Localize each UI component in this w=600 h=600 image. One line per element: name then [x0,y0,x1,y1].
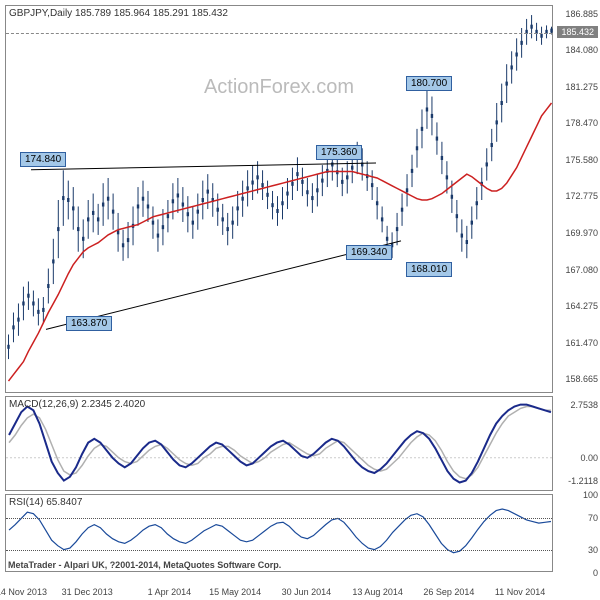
macd-y-axis: -1.21180.002.7538 [554,397,598,490]
footer-text: MetaTrader - Alpari UK, ?2001-2014, Meta… [8,560,281,570]
current-price-line [6,33,552,34]
rsi-level-70 [6,518,552,519]
rsi-y-axis: 03070100 [554,495,598,571]
main-y-axis: 158.665161.470164.275167.080169.970172.7… [554,6,598,392]
chart-title: GBPJPY,Daily 185.789 185.964 185.291 185… [9,8,228,19]
x-tick: 14 Nov 2013 [0,587,47,597]
current-price-tag: 185.432 [557,26,598,38]
macd-svg [6,397,554,492]
price-label: 163.870 [66,316,112,331]
price-label: 175.360 [316,145,362,160]
x-tick: 30 Jun 2014 [282,587,332,597]
rsi-level-30 [6,550,552,551]
rsi-label: RSI(14) 65.8407 [9,497,82,508]
main-price-chart: GBPJPY,Daily 185.789 185.964 185.291 185… [5,5,553,393]
macd-chart: MACD(12,26,9) 2.2345 2.4020 -1.21180.002… [5,396,553,491]
x-tick: 1 Apr 2014 [148,587,192,597]
x-tick: 31 Dec 2013 [62,587,113,597]
symbol-label: GBPJPY,Daily [9,8,72,19]
price-chart-svg [6,6,554,394]
price-label: 168.010 [406,262,452,277]
x-tick: 13 Aug 2014 [352,587,403,597]
x-tick: 15 May 2014 [209,587,261,597]
macd-label: MACD(12,26,9) 2.2345 2.4020 [9,399,145,410]
x-tick: 11 Nov 2014 [495,587,545,597]
ohlc-values: 185.789 185.964 185.291 185.432 [75,8,228,19]
price-label: 180.700 [406,76,452,91]
price-label: 174.840 [20,152,66,167]
price-label: 169.340 [346,245,392,260]
x-tick: 26 Sep 2014 [423,587,474,597]
